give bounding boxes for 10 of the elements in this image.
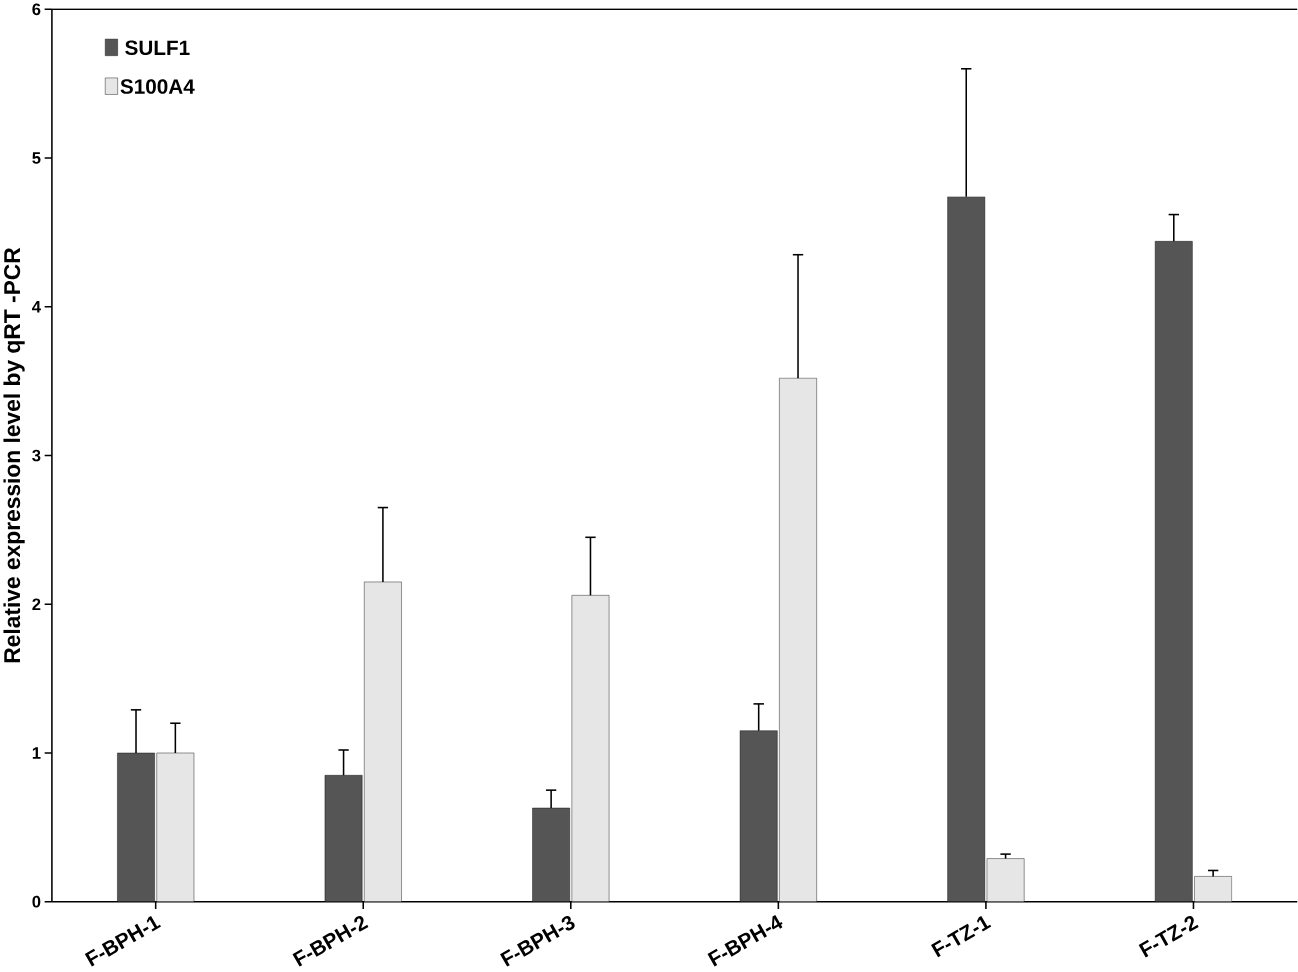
y-tick-label: 2 (32, 598, 41, 610)
y-tick-label: 1 (32, 747, 41, 759)
legend-label: SULF1 (125, 40, 190, 55)
legend-label: S100A4 (120, 79, 195, 94)
y-tick-label: 6 (32, 3, 41, 16)
y-tick-label: 5 (32, 152, 41, 164)
y-tick-label: 0 (32, 895, 41, 908)
y-tick-label: 3 (32, 449, 41, 462)
y-tick-label: 4 (32, 300, 41, 313)
y-axis-title: Relative expression level by qRT -PCR (3, 247, 25, 663)
